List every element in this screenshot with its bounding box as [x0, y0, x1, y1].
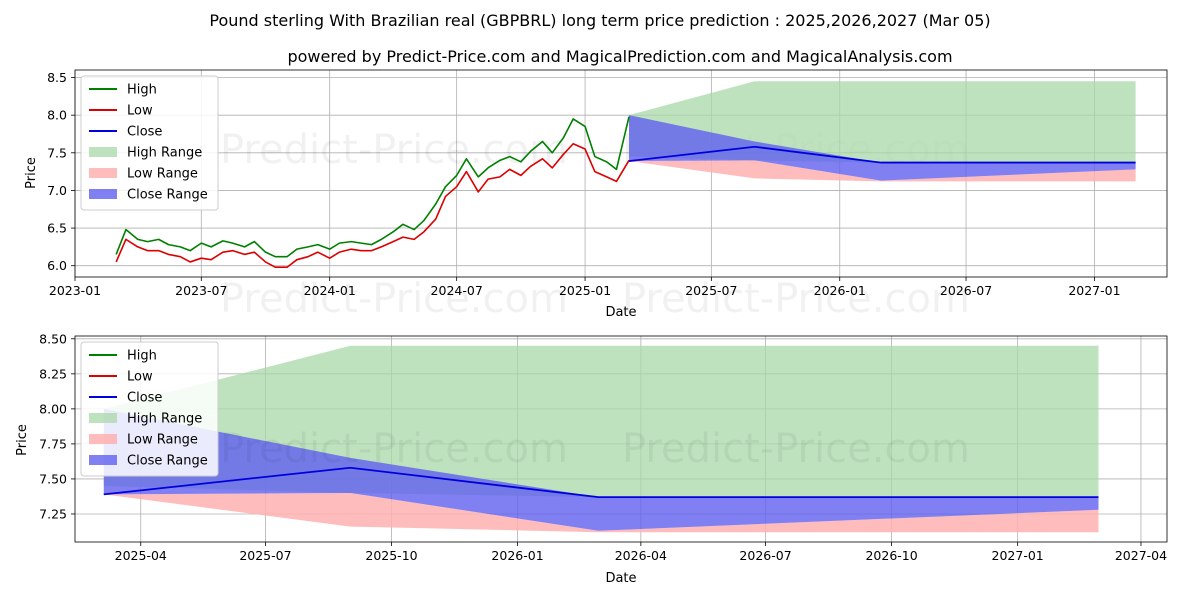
low-range-band: [103, 492, 1099, 533]
legend-swatch-low-range: [89, 168, 117, 178]
close-range-band: [629, 115, 1136, 181]
bottom-plot-frame: [74, 335, 1168, 543]
y-tick-label: 7.50: [39, 471, 67, 486]
y-tick-label: 8.25: [39, 366, 67, 381]
legend-swatch-close-range: [89, 455, 117, 465]
legend-label-high: High: [127, 349, 157, 364]
x-tick-label: 2027-01: [1068, 283, 1120, 298]
close-forecast-line: [628, 145, 1136, 164]
low-range-band: [629, 160, 1136, 182]
y-tick-label: 8.50: [39, 331, 67, 346]
legend-label-close-range: Close Range: [127, 454, 208, 469]
legend-label-low: Low: [127, 370, 153, 385]
bottom-xlabel: Date: [605, 571, 636, 586]
y-tick-label: 7.25: [39, 506, 67, 521]
legend-label-close: Close: [127, 125, 162, 140]
legend-label-low: Low: [127, 104, 153, 119]
legend-label-close-range: Close Range: [127, 188, 208, 203]
x-tick-label: 2026-01: [491, 548, 543, 563]
legend-swatch-high-range: [89, 413, 117, 423]
top-legend: High Low Close High Range Low Range Close Ran…: [80, 75, 219, 211]
bottom-series: [103, 345, 1099, 533]
legend-label-high-range: High Range: [127, 412, 202, 427]
x-tick-label: 2024-01: [304, 283, 356, 298]
top-ylabel: Price: [24, 157, 39, 189]
x-tick-label: 2025-04: [115, 548, 167, 563]
watermark: Predict-Price.com: [622, 276, 970, 322]
bottom-panel: Predict-Price.com Predict-Price.com 2025…: [15, 331, 1168, 586]
y-tick-label: 6.0: [47, 258, 67, 273]
bottom-legend: High Low Close High Range Low Range Close Ran…: [80, 341, 219, 477]
top-xlabel: Date: [605, 305, 636, 320]
x-tick-label: 2025-01: [559, 283, 611, 298]
low-series-line: [115, 142, 630, 269]
y-tick-label: 7.75: [39, 436, 67, 451]
x-tick-label: 2025-07: [239, 548, 291, 563]
bottom-ylabel: Price: [15, 424, 30, 456]
legend-label-high-range: High Range: [127, 146, 202, 161]
chart-title: Pound sterling With Brazilian real (GBPB…: [209, 11, 990, 30]
legend-label-close: Close: [127, 391, 162, 406]
chart-subtitle: powered by Predict-Price.com and Magical…: [287, 47, 952, 66]
legend-swatch-high-range: [89, 147, 117, 157]
legend-swatch-low-range: [89, 434, 117, 444]
watermark: Predict-Price.com: [220, 276, 568, 322]
legend-label-low-range: Low Range: [127, 433, 198, 448]
x-tick-label: 2025-10: [365, 548, 417, 563]
watermark: Predict-Price.com: [220, 426, 568, 472]
bottom-axes: 2025-04 2025-07 2025-10 2026-01 2026-04 2026-…: [39, 331, 1167, 563]
top-axes: 2023-01 2023-07 2024-01 2024-07 2025-01 2025-…: [47, 70, 1120, 298]
top-series: [115, 81, 1136, 269]
watermark: Predict-Price.com: [622, 426, 970, 472]
x-tick-label: 2026-07: [940, 283, 992, 298]
x-tick-label: 2027-01: [992, 548, 1044, 563]
y-tick-label: 6.5: [47, 221, 67, 236]
high-series-line: [115, 116, 630, 258]
watermark: Predict-Price.com: [220, 127, 568, 173]
x-tick-label: 2023-07: [175, 283, 227, 298]
x-tick-label: 2023-01: [49, 283, 101, 298]
top-panel: Predict-Price.com Predict-Price.com Pred…: [24, 69, 1168, 322]
y-tick-label: 8.0: [47, 108, 67, 123]
legend-label-low-range: Low Range: [127, 167, 198, 182]
legend-label-high: High: [127, 83, 157, 98]
x-tick-label: 2026-01: [814, 283, 866, 298]
y-tick-label: 7.5: [47, 145, 67, 160]
x-tick-label: 2024-07: [431, 283, 483, 298]
x-tick-label: 2026-10: [865, 548, 917, 563]
y-tick-label: 8.5: [47, 70, 67, 85]
top-plot-frame: [74, 69, 1168, 278]
x-tick-label: 2027-04: [1115, 548, 1167, 563]
x-tick-label: 2026-07: [739, 548, 791, 563]
y-tick-label: 8.00: [39, 401, 67, 416]
y-tick-label: 7.0: [47, 183, 67, 198]
legend-swatch-close-range: [89, 189, 117, 199]
x-tick-label: 2025-07: [685, 283, 737, 298]
x-tick-label: 2026-04: [615, 548, 667, 563]
close-range-band: [103, 408, 1099, 531]
close-forecast-line: [103, 466, 1099, 499]
